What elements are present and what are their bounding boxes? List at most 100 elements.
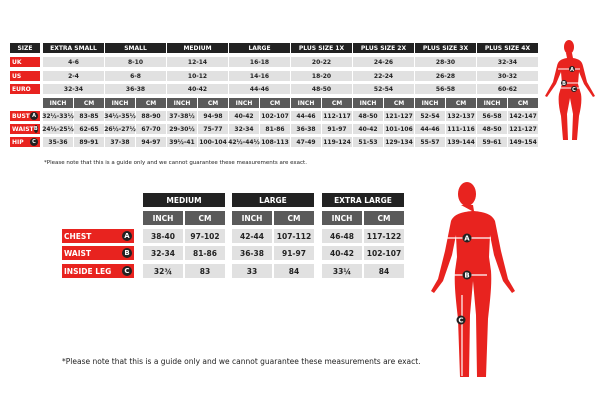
measure-cell: 36-38 [232,246,272,260]
measure-cell: 91-97 [274,246,314,260]
measure-cell: 56-58 [477,111,507,121]
size-cell: 18-20 [291,71,352,81]
measure-cell: 40-42 [322,246,362,260]
measure-cell: 36-38 [291,124,321,134]
inch-header: INCH [105,98,135,108]
female-body-figure: A B C [545,40,595,140]
size-cell: 32-34 [43,84,104,94]
measure-cell: 37-38½ [167,111,197,121]
inch-header: INCH [229,98,259,108]
size-cell: 22-24 [353,71,414,81]
size-column-header: EXTRA SMALL [43,43,104,53]
measure-cell: 132-137 [446,111,476,121]
measure-cell: 42½-44½ [228,137,260,147]
measure-cell: 55-57 [415,137,445,147]
row-label: US [12,72,22,80]
cm-header: CM [364,211,404,225]
size-column-header: SMALL [105,43,166,53]
cm-header: CM [198,98,228,108]
measure-cell: 121-127 [508,124,538,134]
marker-badge: B [122,248,132,258]
size-column-header: LARGE [232,193,314,207]
female-marker-b: B [562,81,566,87]
measure-cell: 101-106 [384,124,414,134]
measure-cell: 94-97 [136,137,166,147]
inch-header: INCH [232,211,272,225]
region-label-us: US [10,71,40,81]
size-cell: 10-12 [167,71,228,81]
cm-header: CM [260,98,290,108]
measure-cell: 32-34 [229,124,259,134]
measure-cell: 84 [274,264,314,278]
male-marker-c: C [458,317,463,325]
measure-cell: 91-97 [322,124,352,134]
inch-header: INCH [291,98,321,108]
size-column-header: LARGE [229,43,290,53]
size-cell: 40-42 [167,84,228,94]
row-label: EURO [12,85,31,93]
row-label: UK [12,58,22,66]
row-label: INSIDE LEG [64,266,112,276]
measure-cell: 81-86 [185,246,225,260]
female-marker-a: A [570,67,574,73]
measure-label-hip: HIP C [10,137,40,147]
row-label: WAIST [12,125,34,133]
size-cell: 16-18 [229,57,290,67]
size-cell: 20-22 [291,57,352,67]
measure-cell: 94-98 [198,111,228,121]
size-cell: 60-62 [477,84,538,94]
measure-cell: 26½-27½ [104,124,136,134]
cm-header: CM [322,98,352,108]
cm-header: CM [508,98,538,108]
row-label: HIP [12,138,24,146]
measure-cell: 97-102 [185,229,225,243]
size-cell: 28-30 [415,57,476,67]
inch-header: INCH [167,98,197,108]
measure-cell: 29-30½ [167,124,197,134]
cm-header: CM [185,211,225,225]
size-column-header: PLUS SIZE 4X [477,43,538,53]
women-disclaimer: *Please note that this is a guide only a… [44,160,307,166]
marker-badge: B [33,125,38,133]
size-cell: 14-16 [229,71,290,81]
cm-header: CM [274,211,314,225]
size-cell: 48-50 [291,84,352,94]
cm-header: CM [446,98,476,108]
male-body-figure: A B C [431,182,515,377]
measure-cell: 88-90 [136,111,166,121]
size-cell: 12-14 [167,57,228,67]
inch-header: INCH [477,98,507,108]
marker-badge: C [30,138,38,146]
size-cell: 24-26 [353,57,414,67]
marker-badge: A [30,112,38,120]
measure-cell: 32½-33½ [42,111,74,121]
measure-cell: 34½-35½ [104,111,136,121]
measure-cell: 48-50 [477,124,507,134]
measure-cell: 83 [185,264,225,278]
measure-cell: 46-48 [322,229,362,243]
cm-header: CM [74,98,104,108]
size-cell: 44-46 [229,84,290,94]
region-label-euro: EURO [10,84,40,94]
marker-badge: A [122,231,132,241]
men-disclaimer: *Please note that this is a guide only a… [62,357,421,366]
male-marker-a: A [464,235,470,243]
measure-cell: 62-65 [74,124,104,134]
size-cell: 6-8 [105,71,166,81]
row-label: BUST [12,112,30,120]
size-cell: 52-54 [353,84,414,94]
female-marker-c: C [572,87,576,93]
measure-cell: 32-34 [143,246,183,260]
size-cell: 56-58 [415,84,476,94]
measure-cell: 39½-41 [167,137,197,147]
size-cell: 26-28 [415,71,476,81]
size-column-header: PLUS SIZE 1X [291,43,352,53]
measure-cell: 67-70 [136,124,166,134]
measure-cell: 119-124 [322,137,352,147]
measure-cell: 102-107 [364,246,404,260]
inch-header: INCH [43,98,73,108]
measure-cell: 102-107 [260,111,290,121]
measure-cell: 51-53 [353,137,383,147]
size-column-header: MEDIUM [167,43,228,53]
measure-cell: 42-44 [232,229,272,243]
